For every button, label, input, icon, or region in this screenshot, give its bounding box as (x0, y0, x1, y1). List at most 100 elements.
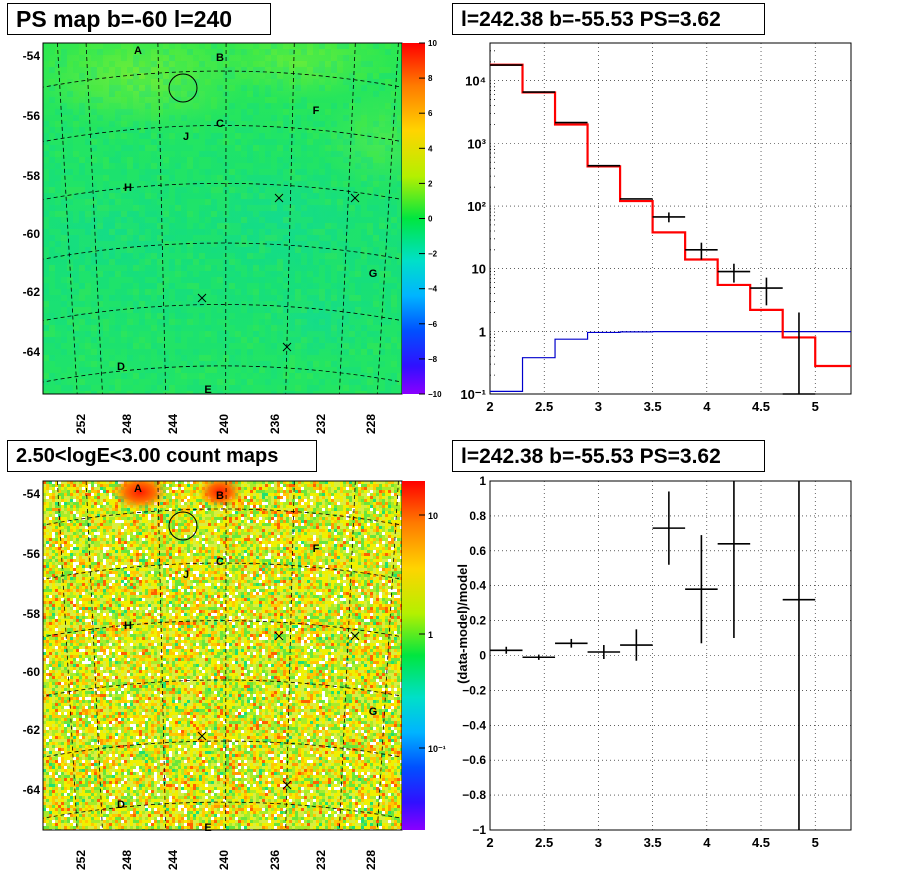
top-left-title: PS map b=-60 l=240 (7, 3, 271, 35)
colorbar-tick-label: 10⁻¹ (428, 744, 446, 754)
residual-x-tick-label: 4.5 (752, 835, 770, 850)
spectrum-y-tick-label: 10² (467, 199, 486, 214)
map-y-tick-label: -56 (23, 109, 41, 123)
colorbar-tick-label: 2 (428, 179, 433, 188)
spectrum-x-tick-label: 2.5 (535, 399, 553, 414)
map-x-tick-label: 240 (217, 850, 231, 870)
count-colorbar (402, 481, 425, 830)
map-y-tick-label: -62 (23, 723, 41, 737)
source-label-g: G (369, 268, 378, 280)
map-x-tick-label: 236 (268, 414, 282, 434)
source-label-g: G (369, 706, 378, 718)
spectrum-x-tick-label: 3 (595, 399, 602, 414)
spectrum-data-point (717, 263, 751, 283)
source-label-c: C (216, 118, 224, 130)
source-label-b: B (216, 52, 224, 64)
map-x-tick-label: 228 (364, 850, 378, 870)
spectrum-x-tick-label: 4.5 (752, 399, 770, 414)
source-label-a: A (134, 45, 142, 57)
map-y-tick-label: -58 (23, 169, 41, 183)
spectrum-x-tick-label: 5 (812, 399, 819, 414)
colorbar-tick-label: 8 (428, 74, 433, 83)
spectrum-data-point (652, 212, 686, 223)
map-x-tick-label: 236 (268, 850, 282, 870)
residual-x-tick-label: 2 (486, 835, 493, 850)
spectrum-y-tick-label: 10³ (467, 136, 486, 151)
map-x-tick-label: 252 (74, 414, 88, 434)
source-label-e: E (204, 822, 211, 834)
ps-colorbar (402, 43, 425, 394)
colorbar-tick-label: −2 (428, 250, 438, 259)
residual-y-tick-label: 0 (479, 649, 486, 663)
spectrum-data-point (685, 242, 718, 260)
colorbar-tick-label: 10 (428, 39, 437, 48)
residual-data-point (587, 645, 621, 659)
colorbar-tick-label: 1 (428, 630, 433, 640)
spectrum-x-tick-label: 2 (486, 399, 493, 414)
map-x-tick-label: 232 (314, 414, 328, 434)
residual-x-tick-label: 5 (812, 835, 819, 850)
source-label-b: B (216, 490, 224, 502)
residual-data-point (555, 638, 588, 648)
source-label-j: J (183, 131, 189, 143)
residual-data-point (490, 646, 523, 654)
residual-x-tick-label: 3.5 (644, 835, 662, 850)
map-y-tick-label: -62 (23, 285, 41, 299)
residual-x-tick-label: 2.5 (535, 835, 553, 850)
source-label-e: E (204, 384, 211, 396)
x-marker (274, 193, 284, 203)
bottom-left-title: 2.50<logE<3.00 count maps (7, 440, 317, 472)
source-label-f: F (313, 105, 320, 117)
colorbar-tick-label: 10 (428, 511, 438, 521)
map-x-tick-label: 252 (74, 850, 88, 870)
spectrum-x-tick-label: 4 (703, 399, 711, 414)
source-label-c: C (216, 556, 224, 568)
x-marker (282, 780, 292, 790)
colorbar-tick-label: 6 (428, 109, 433, 118)
residual-y-tick-label: 1 (479, 474, 486, 488)
residual-y-tick-label: −0.8 (462, 788, 486, 802)
top-right-title: l=242.38 b=-55.53 PS=3.62 (452, 3, 765, 35)
spectrum-y-tick-label: 10 (472, 262, 486, 277)
source-label-j: J (183, 569, 189, 581)
source-label-d: D (117, 799, 125, 811)
residual-data-point (620, 629, 653, 661)
spectrum-y-tick-label: 1 (479, 324, 486, 339)
x-marker (350, 631, 360, 641)
spectrum-data-point (782, 312, 816, 395)
map-y-tick-label: -54 (23, 49, 41, 63)
residual-y-tick-label: 0.4 (469, 579, 486, 593)
residual-panel: 2 2.5 3 3.5 4 4.5 5 1 0.8 0.6 0.4 0.2 0 −0.2 −0.4 −0.6… (455, 474, 852, 850)
spectrum-panel: 2 2.5 3 3.5 4 4.5 5 10⁻¹ 1 10 10² 10³ 10⁴ (460, 42, 852, 414)
x-marker (350, 193, 360, 203)
residual-data-point (522, 654, 556, 660)
map-y-tick-label: -54 (23, 487, 41, 501)
count-map-panel: A B C D E F G H J 252 248 244 240 236 232 228 -54 -56 -5… (23, 480, 446, 870)
map-y-tick-label: -60 (23, 227, 41, 241)
residual-y-tick-label: 0.8 (469, 509, 486, 523)
map-x-tick-label: 232 (314, 850, 328, 870)
residual-data-point (652, 491, 686, 565)
colorbar-tick-label: −8 (428, 355, 438, 364)
source-label-h: H (124, 182, 132, 194)
residual-y-tick-label: 0.6 (469, 544, 486, 558)
map-y-tick-label: -64 (23, 345, 41, 359)
model-total-series (490, 63, 851, 368)
source-circle-marker (168, 73, 198, 103)
map-y-tick-label: -58 (23, 607, 41, 621)
colorbar-tick-label: −4 (428, 285, 438, 294)
source-label-a: A (134, 483, 142, 495)
spectrum-y-tick-label: 10⁴ (465, 74, 486, 89)
x-marker (197, 293, 207, 303)
bottom-right-title: l=242.38 b=-55.53 PS=3.62 (452, 440, 765, 472)
residual-y-tick-label: −0.2 (462, 683, 486, 697)
x-marker (274, 631, 284, 641)
map-x-tick-label: 240 (217, 414, 231, 434)
x-marker (197, 731, 207, 741)
residual-y-tick-label: −1 (472, 823, 486, 837)
source-label-h: H (124, 620, 132, 632)
residual-y-tick-label: 0.2 (469, 614, 486, 628)
colorbar-tick-label: 0 (428, 215, 433, 224)
